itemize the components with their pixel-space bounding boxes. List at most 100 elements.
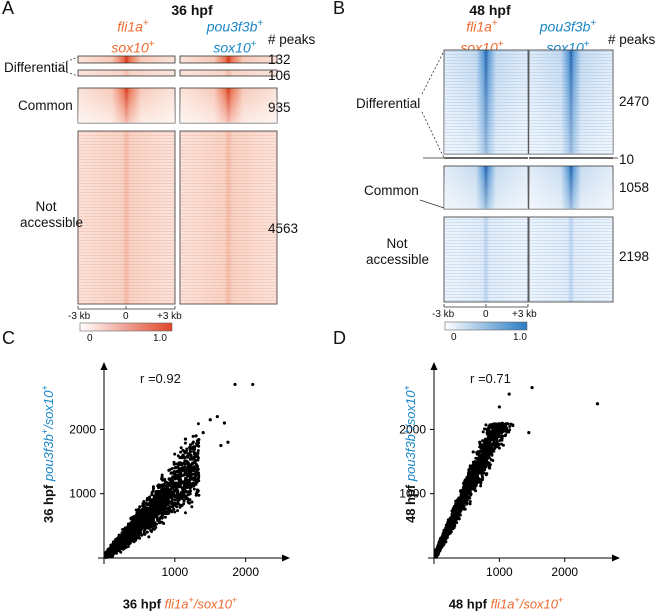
scatter-point: [461, 499, 465, 503]
scatter-point: [164, 504, 167, 508]
scatter-point: [466, 482, 470, 486]
scatter-point: [159, 511, 163, 515]
panel-b-x-tick: 0: [483, 309, 489, 320]
panel-b-peak-count: 10: [619, 152, 635, 167]
scatter-point: [171, 505, 175, 509]
scatter-point: [465, 501, 469, 505]
scatter-point: [138, 505, 142, 509]
scatter-point: [167, 491, 171, 495]
scatter-point: [473, 472, 477, 475]
scatter-point: [493, 436, 497, 440]
scatter-point: [233, 382, 237, 387]
y-axis-arrow: [430, 362, 438, 370]
scatter-point: [188, 480, 191, 484]
scatter-point: [168, 508, 171, 512]
scatter-point: [150, 493, 154, 497]
scatter-point: [475, 472, 479, 476]
scatter-point: [464, 487, 468, 491]
scatter-point: [478, 457, 482, 461]
scatter-point: [194, 454, 198, 458]
scatter-point: [500, 438, 504, 442]
scatter-point: [201, 431, 205, 435]
scatter-point: [179, 446, 183, 450]
scatter-point: [160, 516, 164, 520]
scatter-point: [467, 468, 471, 472]
scatter-point: [194, 493, 198, 497]
scatter-point: [176, 509, 179, 513]
scatter-point: [189, 453, 193, 457]
scatter-point: [493, 425, 497, 429]
scatter-point: [186, 499, 190, 503]
scatter-point: [169, 488, 173, 492]
scatter-point: [456, 497, 460, 501]
x-tick-label: 2000: [551, 565, 578, 579]
scatter-point: [129, 524, 133, 528]
scatter-point: [446, 520, 450, 524]
panel-a-title: 36 hpf: [171, 2, 213, 18]
scatter-point: [492, 429, 496, 433]
scatter-point: [178, 496, 181, 500]
scatter-point: [471, 480, 475, 484]
scatter-point: [503, 434, 507, 438]
scatter-point: [476, 476, 480, 480]
scatter-point: [468, 500, 472, 503]
panel-letter-b: B: [333, 0, 346, 18]
scatter-point: [470, 474, 474, 477]
scatter-point: [129, 527, 133, 531]
scatter-point: [133, 526, 137, 530]
scatter-point: [178, 474, 182, 478]
scatter-point: [141, 523, 145, 527]
scatter-point: [165, 511, 169, 515]
scatter-point: [500, 430, 504, 434]
scatter-point: [190, 505, 194, 509]
scatter-point: [208, 418, 212, 422]
scatter-point: [501, 443, 505, 447]
scatter-point: [181, 448, 185, 452]
scatter-point: [177, 479, 181, 483]
scatter-point: [445, 530, 449, 534]
scatter-point: [129, 517, 133, 520]
scatter-point: [487, 443, 491, 447]
panel-a-heatmaps: [54, 55, 278, 332]
scatter-point: [156, 484, 160, 488]
scatter-point: [450, 526, 454, 530]
x-axis-arrow: [282, 554, 290, 562]
scatter-point: [173, 495, 177, 499]
scatter-point: [184, 483, 188, 487]
scatter-point: [486, 435, 490, 439]
heatmap-a1-differential-2: [77, 69, 176, 77]
panel-a-group-label: Differential: [4, 60, 69, 75]
scatter-point: [151, 527, 155, 531]
scatter-point: [157, 518, 161, 522]
scatter-point: [469, 493, 473, 497]
scatter-point: [173, 452, 177, 456]
scatter-point: [185, 478, 188, 482]
scatter-point: [190, 483, 194, 487]
heatmap-a2-differential: [179, 55, 278, 64]
scatter-point: [142, 525, 146, 529]
panel-b-colorbar-min: 0: [451, 332, 457, 343]
scatter-point: [146, 522, 150, 526]
y-tick-label: 1000: [399, 487, 426, 501]
scatter-point: [128, 531, 132, 535]
scatter-point: [503, 429, 507, 433]
heatmap-a1-differential: [77, 55, 176, 64]
scatter-point: [481, 430, 485, 434]
panel-b-colorbar-max: 1.0: [513, 332, 527, 343]
scatter-point: [196, 443, 200, 447]
scatter-point: [172, 484, 176, 488]
scatter-point: [183, 468, 187, 472]
scatter-point: [137, 526, 140, 530]
scatter-point: [182, 502, 186, 506]
scatter-point: [126, 537, 130, 541]
scatter-plot-d: 1000 2000 1000 2000: [399, 362, 620, 579]
scatter-point: [120, 539, 124, 543]
panel-a-peak-count: 132: [268, 52, 291, 67]
scatter-point: [446, 524, 450, 528]
scatter-point: [448, 528, 452, 532]
scatter-point: [142, 517, 146, 521]
scatter-point: [461, 497, 465, 501]
scatter-point: [137, 519, 140, 523]
scatter-point: [441, 534, 445, 538]
scatter-point: [170, 497, 174, 501]
